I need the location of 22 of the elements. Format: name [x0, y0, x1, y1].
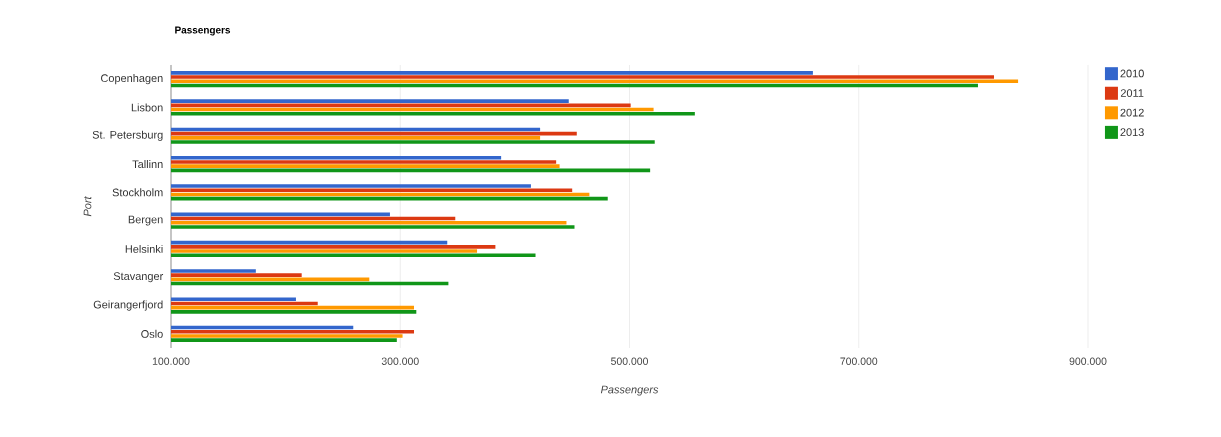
- x-tick-label: 100.000: [152, 357, 190, 365]
- y-tick-label: Oslo: [141, 329, 163, 338]
- legend-label: 2012: [1120, 108, 1144, 117]
- y-axis-title: Port: [83, 196, 92, 217]
- x-axis-title: Passengers: [600, 385, 659, 396]
- x-tick-label: 700.000: [840, 357, 878, 365]
- y-tick-label: Stockholm: [112, 188, 163, 197]
- x-tick-label: 900.000: [1069, 357, 1107, 365]
- y-tick-label: Tallinn: [132, 160, 163, 169]
- y-tick-label: Copenhagen: [101, 74, 163, 85]
- y-tick-label: Stavanger: [113, 272, 164, 283]
- y-tick-label: Helsinki: [125, 244, 163, 253]
- legend-label: 2011: [1120, 89, 1144, 97]
- y-tick-label: Geirangerfjord: [93, 300, 163, 311]
- x-tick-label: 300.000: [381, 357, 419, 365]
- chart-title: Passengers: [175, 26, 231, 36]
- x-tick-label: 500.000: [611, 357, 648, 365]
- y-tick-label: Lisbon: [131, 103, 163, 112]
- y-tick-label: St. Petersburg: [92, 130, 163, 141]
- legend-label: 2010: [1120, 69, 1144, 78]
- legend-label: 2013: [1120, 128, 1144, 137]
- y-tick-label: Bergen: [128, 215, 163, 226]
